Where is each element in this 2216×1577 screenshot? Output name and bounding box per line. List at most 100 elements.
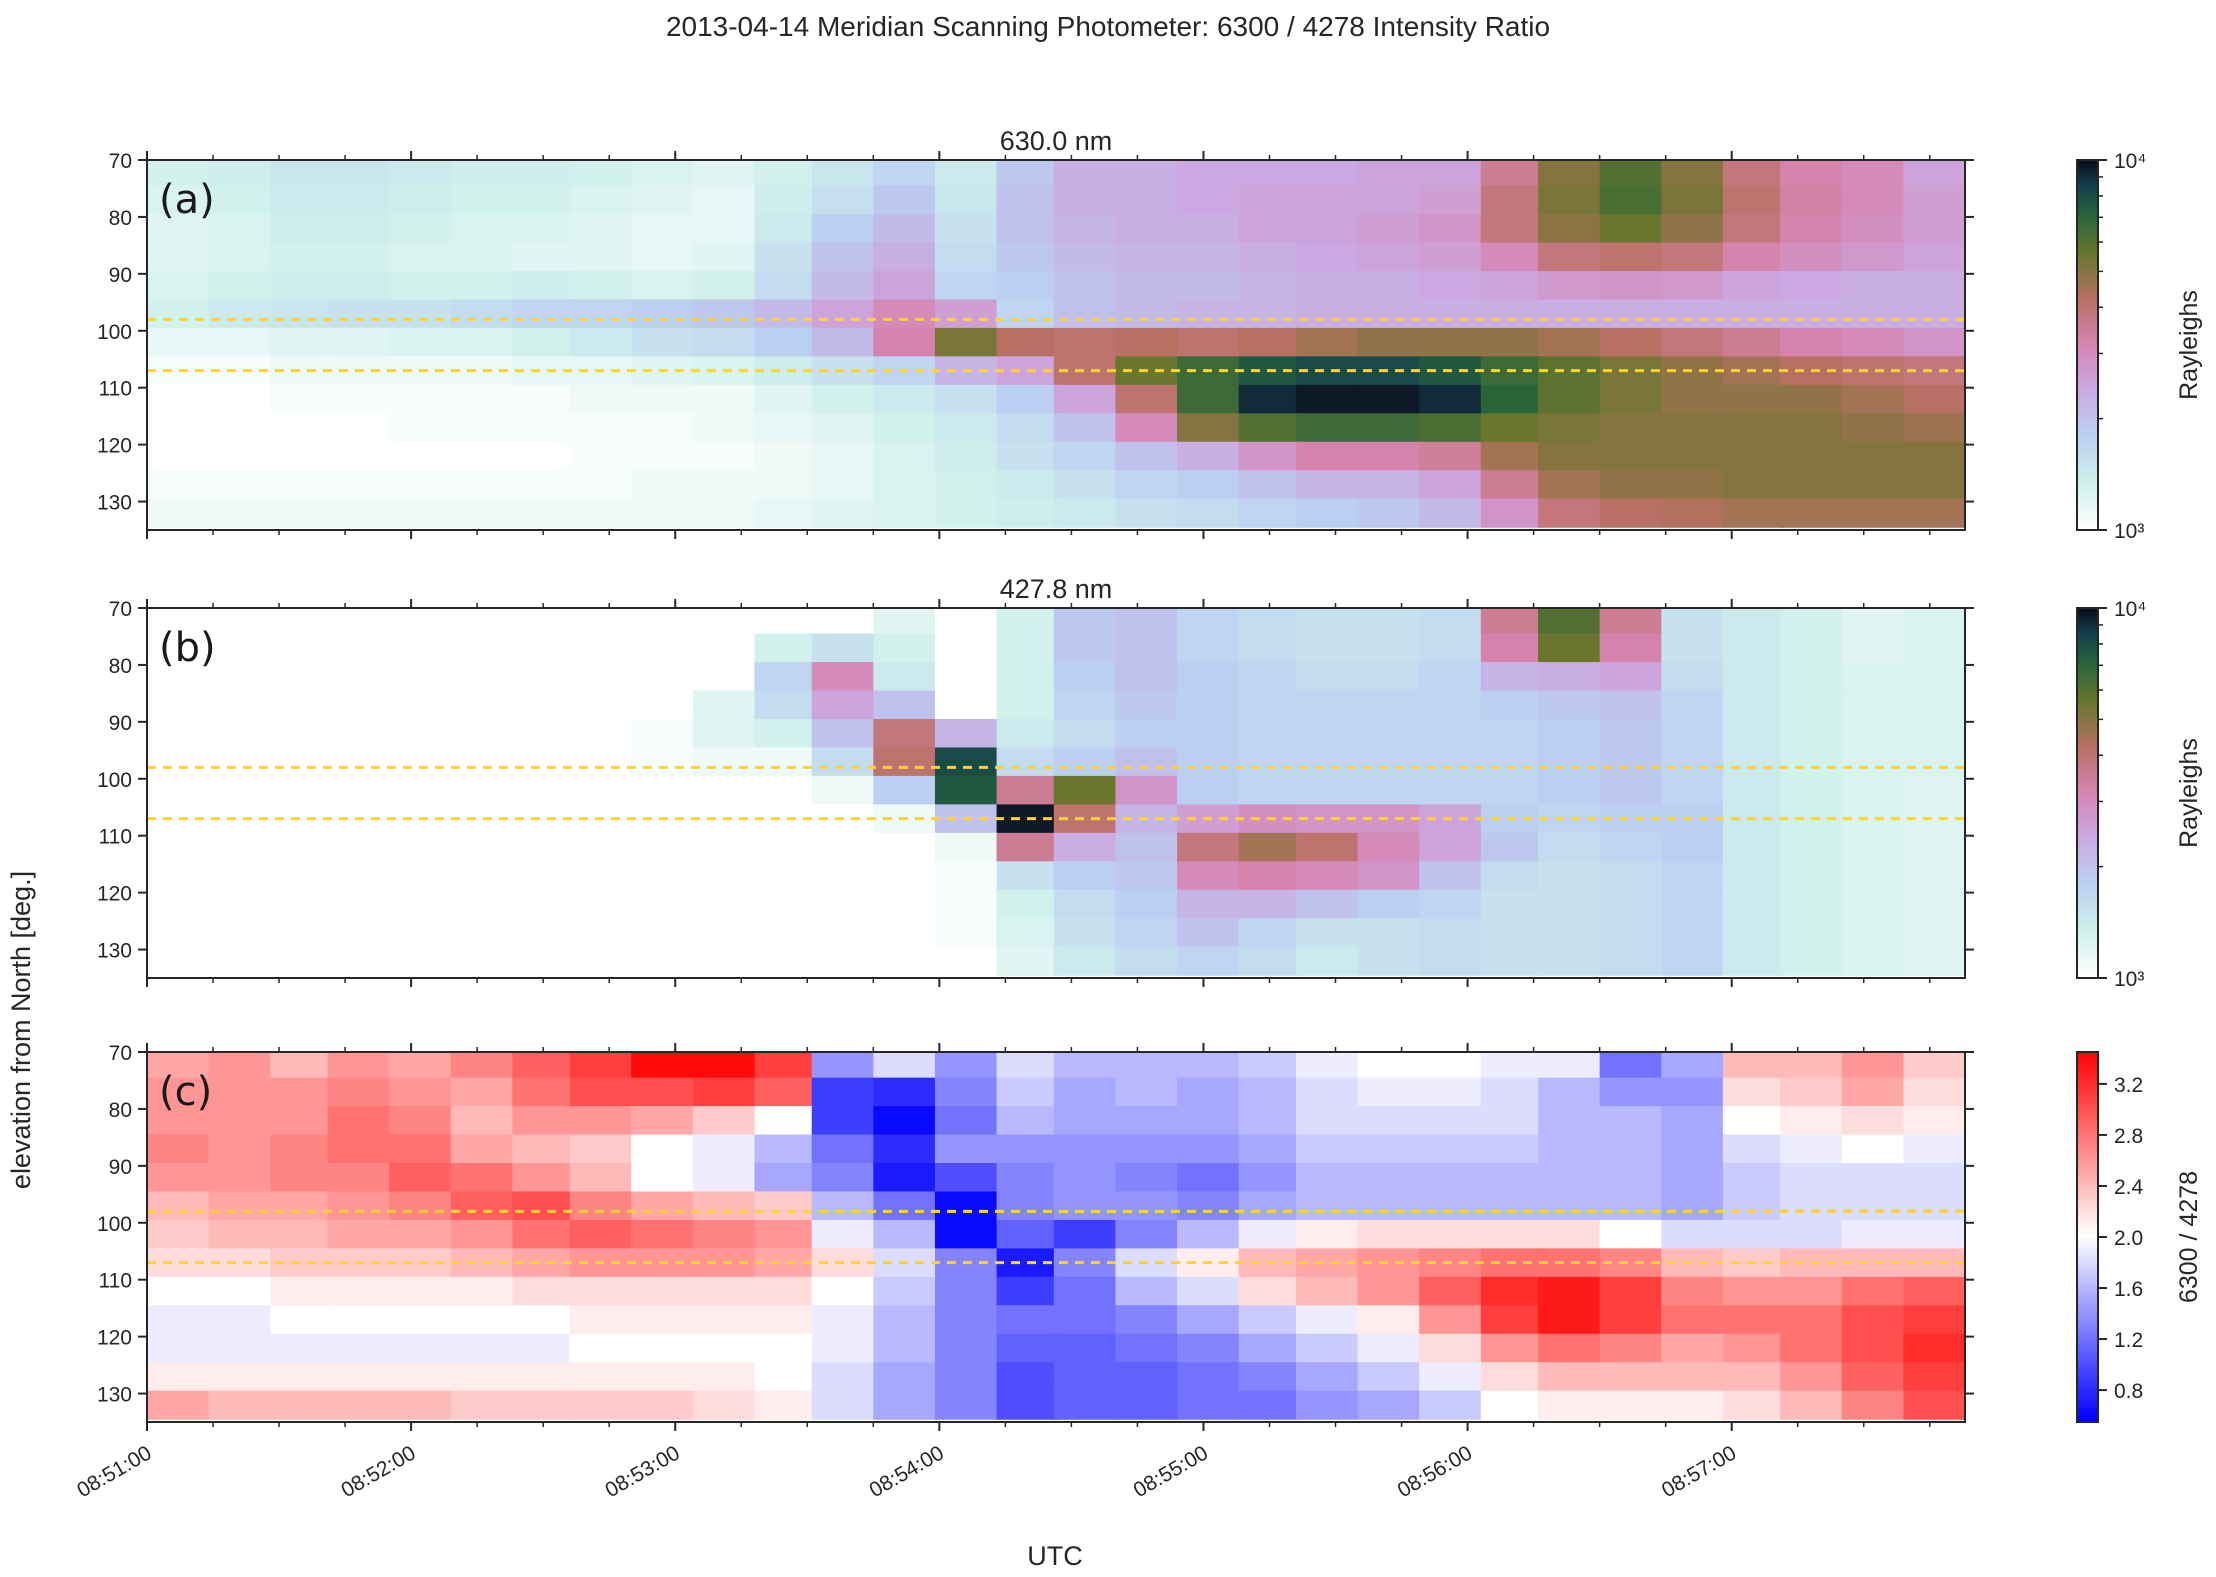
heatmap-cell xyxy=(811,160,874,187)
heatmap-cell xyxy=(1115,1077,1178,1107)
heatmap-cell xyxy=(208,242,271,272)
heatmap-cell xyxy=(873,633,936,663)
colorbar-swatch xyxy=(2077,1354,2098,1360)
heatmap-cell xyxy=(934,946,998,976)
heatmap-cell xyxy=(1780,441,1843,471)
y-tick-label: 110 xyxy=(99,1270,132,1293)
heatmap-cell xyxy=(1722,214,1786,244)
colorbar-swatch xyxy=(2077,685,2098,690)
heatmap-cell xyxy=(1357,214,1420,244)
colorbar-swatch xyxy=(2077,252,2098,257)
y-tick-label: 130 xyxy=(97,1384,132,1407)
heatmap-cell xyxy=(1599,832,1662,862)
heatmap-cell xyxy=(1599,1362,1662,1392)
heatmap-cell xyxy=(631,185,694,215)
heatmap-cell xyxy=(569,608,632,635)
colorbar-swatch xyxy=(2077,762,2098,768)
heatmap-cell xyxy=(450,1052,513,1079)
heatmap-cell xyxy=(1841,1362,1904,1392)
heatmap-cell xyxy=(389,1106,452,1136)
heatmap-cell xyxy=(1538,633,1601,663)
heatmap-cell xyxy=(754,747,817,777)
colorbar-swatch xyxy=(2077,207,2098,213)
heatmap-cell xyxy=(569,719,632,749)
heatmap-cell xyxy=(1115,498,1178,528)
heatmap-cell xyxy=(1841,775,1904,805)
colorbar-swatch xyxy=(2077,777,2098,783)
heatmap-cell xyxy=(873,775,936,805)
heatmap-cell xyxy=(1480,747,1544,777)
heatmap-cell xyxy=(1177,747,1240,777)
colorbar-swatch xyxy=(2077,296,2098,302)
heatmap-cell xyxy=(1903,1362,1966,1392)
heatmap-cell xyxy=(512,608,575,635)
heatmap-cell xyxy=(1053,1191,1117,1221)
heatmap-cell xyxy=(631,775,694,805)
heatmap-cell xyxy=(1357,662,1420,692)
heatmap-cell xyxy=(1903,271,1966,301)
colorbar-swatch xyxy=(2077,648,2098,653)
heatmap-cell xyxy=(1538,946,1601,976)
heatmap-cell xyxy=(569,775,632,805)
heatmap-cell xyxy=(1722,271,1786,301)
heatmap-cell xyxy=(1295,1106,1359,1136)
heatmap-cell xyxy=(1115,413,1178,443)
heatmap-cell xyxy=(270,832,333,862)
heatmap-cell xyxy=(1177,470,1240,500)
colorbar-swatch xyxy=(2077,618,2098,624)
heatmap-cell xyxy=(389,832,452,862)
heatmap-cell xyxy=(208,1305,271,1335)
heatmap-cell xyxy=(873,1052,936,1079)
colorbar-swatch xyxy=(2077,418,2098,424)
colorbar-swatch xyxy=(2077,303,2098,309)
heatmap-cell xyxy=(1903,832,1966,862)
heatmap-cell xyxy=(1599,1191,1662,1221)
heatmap-cell xyxy=(1295,384,1359,414)
colorbar-swatch xyxy=(2077,255,2098,261)
heatmap-cell xyxy=(1780,861,1843,891)
heatmap-cell xyxy=(692,470,756,500)
heatmap-cell xyxy=(1538,1077,1601,1107)
heatmap-cell xyxy=(569,271,632,301)
heatmap-cell xyxy=(1238,690,1301,720)
heatmap-cell xyxy=(1903,1052,1966,1079)
heatmap-cell xyxy=(692,1362,756,1392)
heatmap-cell xyxy=(208,1163,271,1193)
colorbar-swatch xyxy=(2077,725,2098,731)
heatmap-cell xyxy=(631,413,694,443)
heatmap-cell xyxy=(1480,441,1544,471)
heatmap-cell xyxy=(1238,775,1301,805)
heatmap-cell xyxy=(1053,690,1117,720)
colorbar-swatch xyxy=(2077,914,2098,920)
heatmap-cell xyxy=(1480,1052,1544,1079)
heatmap-cell xyxy=(996,413,1059,443)
colorbar-swatch xyxy=(2077,514,2098,520)
heatmap-cell xyxy=(692,690,756,720)
heatmap-cell xyxy=(692,299,756,329)
colorbar-swatch xyxy=(2077,1088,2098,1094)
heatmap-cell xyxy=(1115,1276,1178,1306)
heatmap-cell xyxy=(1357,946,1420,976)
heatmap-cell xyxy=(1480,384,1544,414)
heatmap-cell xyxy=(934,832,998,862)
heatmap-cell xyxy=(147,160,210,187)
heatmap-cell xyxy=(1903,946,1966,976)
heatmap-cell xyxy=(1841,160,1904,187)
heatmap-cell xyxy=(811,242,874,272)
colorbar-swatch xyxy=(2077,892,2098,898)
colorbar-swatch xyxy=(2077,1388,2098,1393)
heatmap-cell xyxy=(1480,1333,1544,1363)
heatmap-cell xyxy=(1661,719,1724,749)
heatmap-cell xyxy=(270,214,333,244)
heatmap-cell xyxy=(208,271,271,301)
heatmap-cell xyxy=(1841,608,1904,635)
heatmap-cell xyxy=(389,470,452,500)
heatmap-cell xyxy=(569,327,632,357)
heatmap-cell xyxy=(1053,1219,1117,1249)
heatmap-cell xyxy=(450,160,513,187)
heatmap-cell xyxy=(934,1362,998,1392)
heatmap-cell xyxy=(1780,690,1843,720)
heatmap-cell xyxy=(327,299,390,329)
heatmap-cell xyxy=(1661,384,1724,414)
heatmap-cell xyxy=(1841,214,1904,244)
